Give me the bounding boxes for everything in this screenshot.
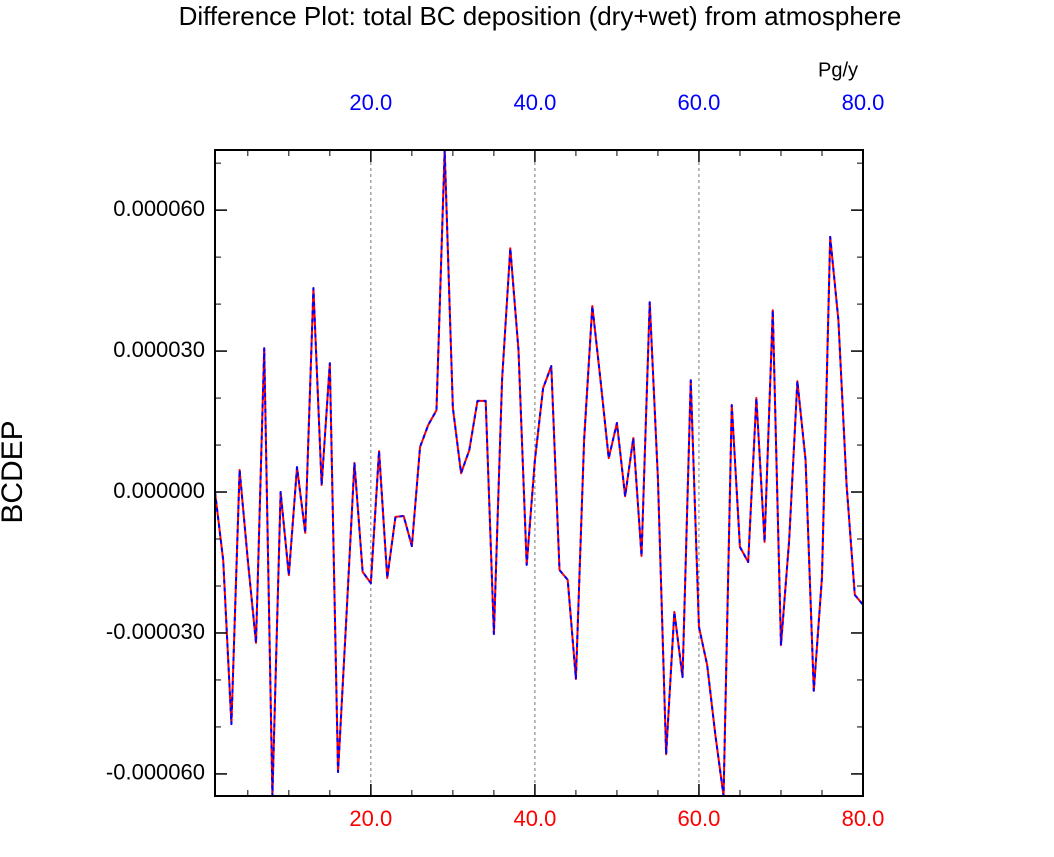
y-axis-label: BCDEP: [0, 420, 29, 523]
x-tick-label: 40.0: [513, 806, 556, 831]
x2-axis-label: Pg/y: [818, 59, 858, 81]
x2-tick-label: 20.0: [349, 90, 392, 115]
x2-tick-label: 80.0: [842, 90, 885, 115]
y-tick-label: -0.000030: [106, 619, 205, 644]
y-tick-label: 0.000000: [113, 478, 205, 503]
y-tick-label: -0.000060: [106, 760, 205, 785]
x-tick-label: 20.0: [349, 806, 392, 831]
y-tick-label: 0.000060: [113, 196, 205, 221]
x-tick-label: 60.0: [678, 806, 721, 831]
data-line: [214, 149, 864, 797]
data-line: [214, 149, 864, 797]
x2-tick-label: 40.0: [513, 90, 556, 115]
plot-frame: [214, 149, 864, 797]
x2-tick-label: 60.0: [678, 90, 721, 115]
y-tick-label: 0.000030: [113, 337, 205, 362]
x-tick-label: 80.0: [842, 806, 885, 831]
chart-title: Difference Plot: total BC deposition (dr…: [179, 1, 902, 31]
